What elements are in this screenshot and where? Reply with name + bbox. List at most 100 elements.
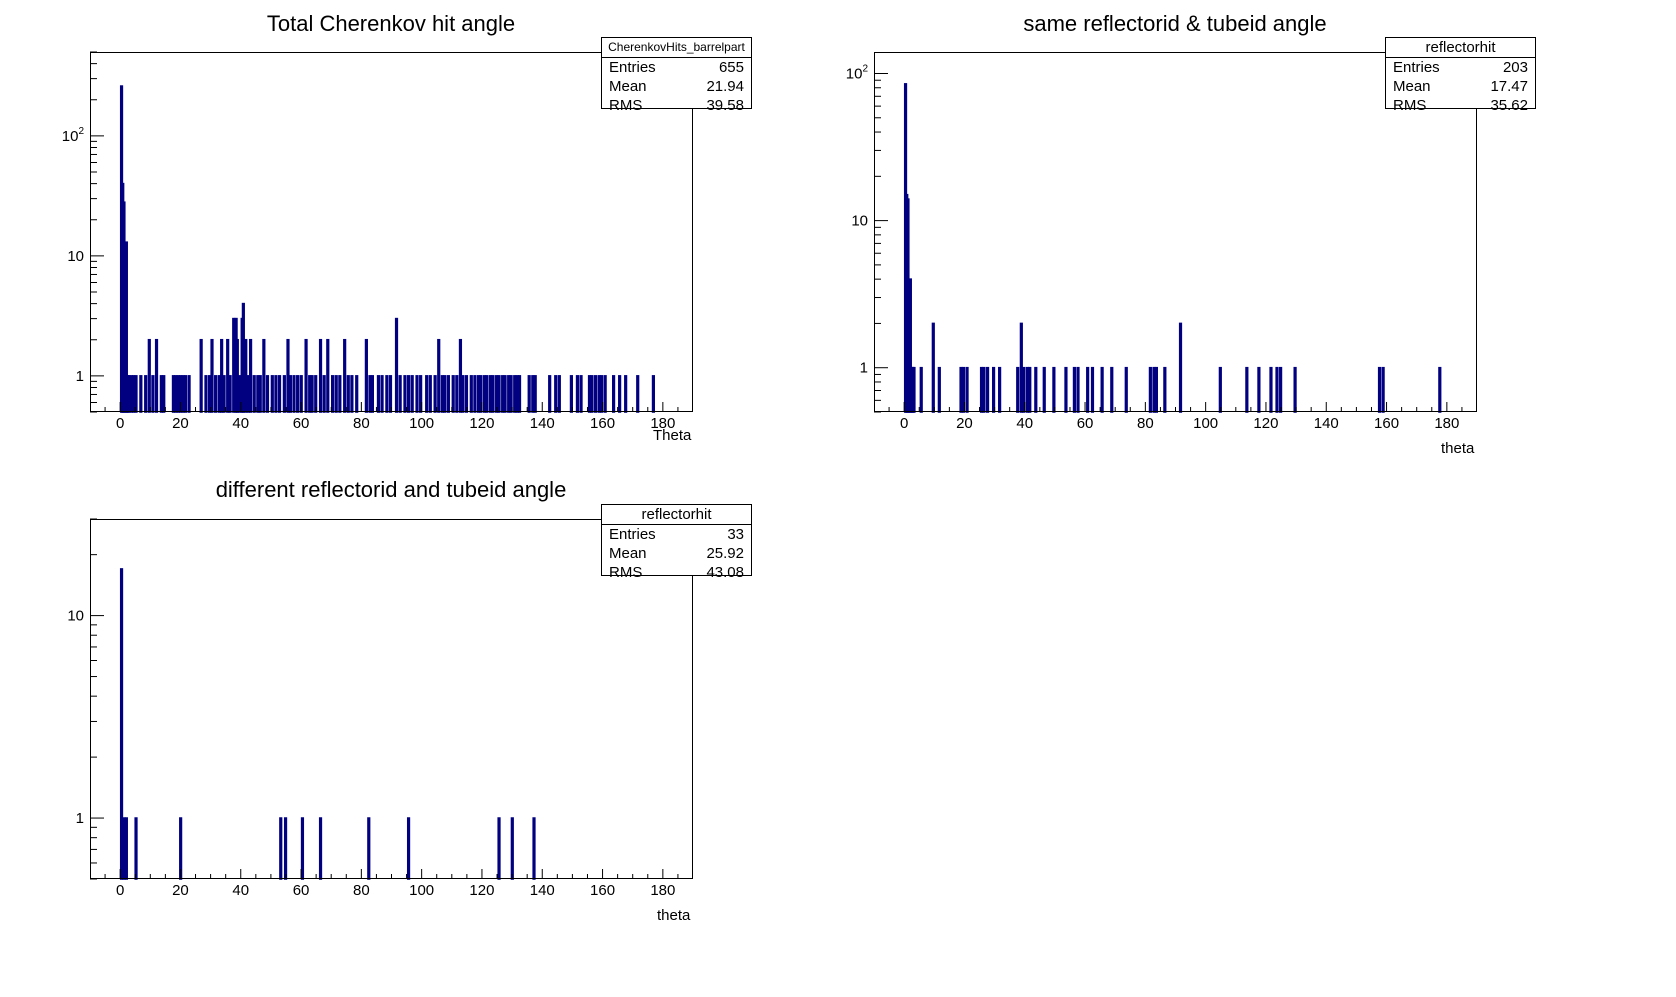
x-axis-label: Theta [653, 427, 692, 444]
histogram-bar [1016, 366, 1020, 413]
histogram-bar [308, 375, 312, 413]
histogram-bar [346, 375, 350, 413]
x-tick-label: 120 [469, 415, 494, 432]
stats-box: reflectorhit Entries 203 Mean 17.47 RMS 35.… [1385, 37, 1536, 114]
histogram-bar [246, 375, 250, 413]
histogram-bar [232, 317, 236, 413]
histogram-bar [979, 366, 984, 413]
stats-row-rms: RMS 39.58 [602, 96, 751, 115]
histogram-bar [127, 375, 131, 413]
stats-value: 655 [718, 59, 744, 76]
histogram-bar [370, 375, 375, 413]
histogram-bar [132, 375, 136, 413]
histogram-bar [1438, 366, 1442, 413]
y-tick-label: 10 [67, 248, 84, 265]
histogram-bar [124, 817, 128, 880]
histogram-bar [919, 366, 923, 413]
histogram-bar [1381, 366, 1385, 413]
histogram-bar [593, 375, 598, 413]
stats-row-mean: Mean 25.92 [602, 544, 751, 563]
x-tick-label: 180 [650, 882, 675, 899]
histogram-bar [603, 375, 607, 413]
y-tick-label: 10 [851, 213, 868, 230]
histogram-bar [385, 375, 389, 413]
histogram-bar [554, 375, 558, 413]
histogram-bar [159, 375, 163, 413]
histogram-bar [217, 375, 221, 413]
stats-value: 33 [727, 526, 744, 543]
histogram-bar [241, 302, 245, 413]
x-tick-label: 180 [1434, 415, 1459, 432]
histogram-bar [515, 375, 519, 413]
x-tick-label: 120 [469, 882, 494, 899]
histogram-bar [531, 375, 535, 413]
chart-title: same reflectorid & tubeid angle [1023, 11, 1327, 36]
histogram-bar [959, 366, 963, 413]
histogram-bar [1257, 366, 1261, 413]
stats-label: Entries [1393, 59, 1440, 76]
histogram-bar [367, 817, 371, 880]
histogram-bar [440, 375, 444, 413]
stats-label: RMS [609, 97, 643, 114]
x-axis-label: theta [657, 907, 691, 924]
histogram-bar [1178, 322, 1183, 413]
histogram-bar [1025, 366, 1029, 413]
histogram-bar [288, 375, 292, 413]
histogram-bar [256, 375, 260, 413]
histogram-bar [1293, 366, 1297, 413]
histogram-bar [282, 375, 286, 413]
stats-value: 43.08 [706, 564, 744, 581]
histogram-bar [222, 375, 226, 413]
histogram-bar [1022, 366, 1026, 413]
histogram-bar [318, 817, 323, 880]
histogram-bar [931, 322, 935, 413]
histogram-bar [199, 338, 203, 413]
histogram-bar [501, 375, 505, 413]
x-tick-label: 100 [409, 415, 434, 432]
histogram-bar [476, 375, 481, 413]
histogram-bar [503, 375, 507, 413]
stats-label: Mean [609, 545, 647, 562]
histogram-bar [248, 338, 253, 413]
stats-title: reflectorhit [1386, 38, 1535, 58]
histogram-bar [1028, 366, 1032, 413]
histogram-bar [532, 817, 536, 880]
histogram-bar [446, 375, 450, 413]
histogram-bar [331, 375, 335, 413]
histogram-bar [122, 817, 126, 880]
histogram-bar [176, 375, 180, 413]
histogram-bar [277, 375, 282, 413]
histogram-bar [1154, 366, 1159, 413]
x-tick-label: 80 [353, 415, 370, 432]
histogram-bar [415, 375, 419, 413]
histogram-bar [479, 375, 483, 413]
histogram-bar [207, 375, 212, 413]
x-tick-label: 20 [172, 882, 189, 899]
histogram-bar [425, 375, 429, 413]
plot-frame [90, 52, 693, 412]
histogram-bar [214, 375, 218, 413]
x-tick-label: 60 [1077, 415, 1094, 432]
histogram-bar [380, 375, 384, 413]
histogram-bar [575, 375, 580, 413]
histogram-bar [485, 375, 489, 413]
histogram-bar [244, 338, 248, 413]
x-tick-label: 160 [590, 882, 615, 899]
histogram-bar [406, 375, 411, 413]
histogram-bar [398, 375, 402, 413]
histogram-bar [1064, 366, 1068, 413]
y-axis-ticks [90, 51, 104, 413]
histogram-bar [134, 817, 138, 880]
histogram-bar [557, 375, 561, 413]
histogram-bar [318, 338, 323, 413]
histogram-bar [292, 375, 296, 413]
histogram-bar [1019, 322, 1023, 413]
histogram-bar [491, 375, 495, 413]
histogram-bar [334, 375, 338, 413]
histogram-bar [355, 375, 359, 413]
histogram-bar [388, 375, 393, 413]
pad-different-reflector: different reflectorid and tubeid angle 0… [67, 477, 752, 924]
histogram-bar [985, 366, 990, 413]
x-tick-label: 20 [172, 415, 189, 432]
y-tick-label: 102 [62, 126, 85, 145]
